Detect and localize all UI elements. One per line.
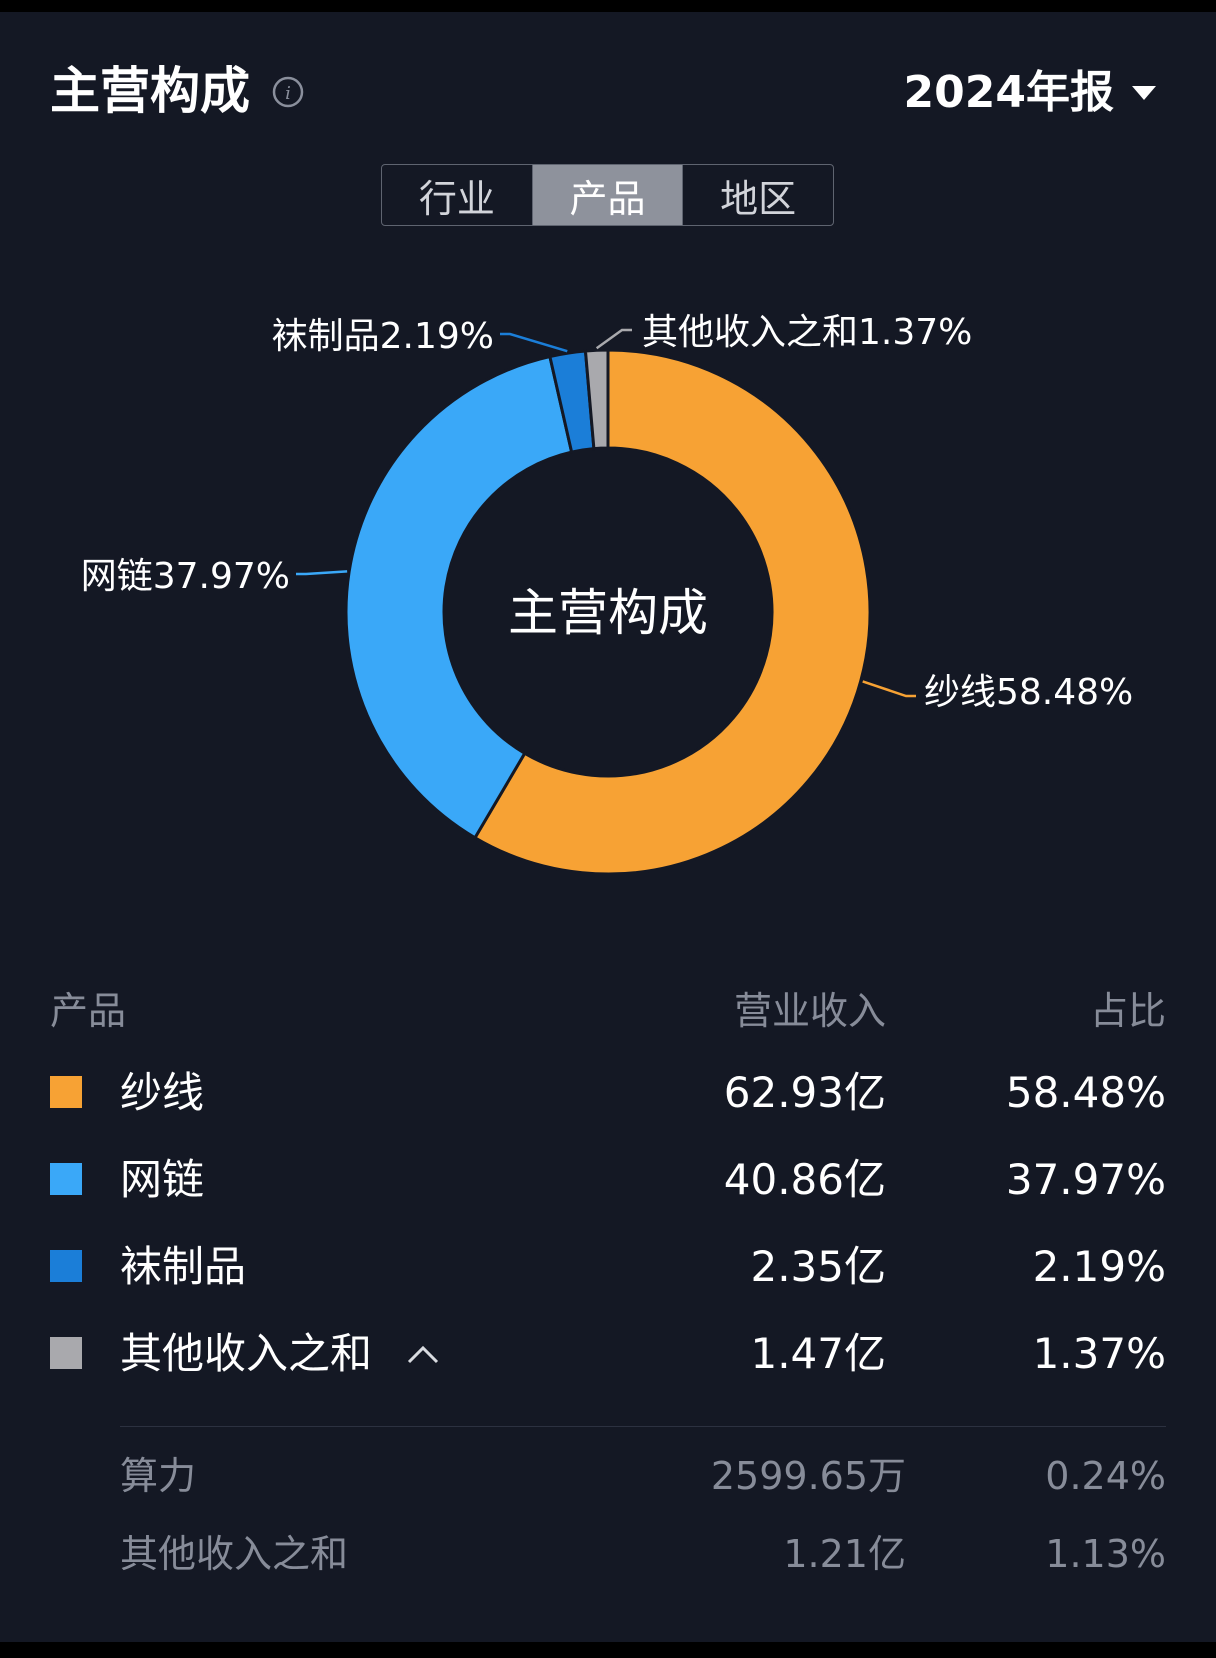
row-revenue: 1.47亿 (750, 1329, 886, 1378)
sub-row-name: 其他收入之和 (120, 1532, 349, 1576)
period-label: 2024年报 (903, 67, 1114, 118)
page-title: 主营构成 (50, 62, 250, 120)
color-swatch (50, 1250, 82, 1282)
pie-slice-mesh-chain[interactable] (344, 354, 574, 840)
divider (120, 1426, 1166, 1427)
color-swatch (50, 1337, 82, 1369)
leader-line-other-income (595, 328, 632, 350)
sub-row-share: 0.24% (1045, 1454, 1166, 1498)
row-share: 58.48% (1005, 1068, 1166, 1117)
table-row-expandable[interactable]: 其他收入之和 1.47亿 1.37% (0, 1323, 1216, 1383)
info-icon[interactable]: i (272, 76, 304, 108)
row-revenue: 40.86亿 (723, 1155, 886, 1204)
tab-region[interactable]: 地区 (682, 165, 833, 225)
row-name: 纱线 (120, 1068, 205, 1117)
row-name: 网链 (120, 1155, 205, 1204)
sub-row: 算力 2599.65万 0.24% (0, 1452, 1216, 1502)
color-swatch (50, 1076, 82, 1108)
sub-row-share: 1.13% (1045, 1532, 1166, 1576)
row-share: 1.37% (1032, 1329, 1166, 1378)
color-swatch (50, 1163, 82, 1195)
row-share: 37.97% (1005, 1155, 1166, 1204)
slice-label-other-income: 其他收入之和1.37% (642, 312, 972, 353)
main-composition-panel: 主营构成 i 2024年报 行业 产品 地区 纱线58.48% 网链37.97% 袜… (0, 12, 1216, 1642)
sub-row: 其他收入之和 1.21亿 1.13% (0, 1530, 1216, 1580)
sub-row-revenue: 2599.65万 (710, 1454, 906, 1498)
column-header-product: 产品 (50, 989, 127, 1033)
chart-center-label: 主营构成 (508, 584, 708, 642)
segment-tabs: 行业 产品 地区 (381, 164, 834, 226)
donut-chart: 纱线58.48% 网链37.97% 袜制品2.19% 其他收入之和1.37% 主营构成 (81, 312, 1133, 876)
row-name: 其他收入之和 (120, 1329, 373, 1378)
leader-line-mesh-chain (296, 570, 348, 576)
column-header-share: 占比 (1089, 989, 1166, 1033)
row-revenue: 62.93亿 (723, 1068, 886, 1117)
leader-line-socks (500, 332, 568, 353)
tab-industry[interactable]: 行业 (418, 176, 495, 221)
slice-label-mesh-chain: 网链37.97% (81, 556, 290, 597)
table-row[interactable]: 网链 40.86亿 37.97% (0, 1149, 1216, 1209)
pie-slice-other-income[interactable] (583, 348, 610, 451)
table-row[interactable]: 袜制品 2.35亿 2.19% (0, 1236, 1216, 1296)
row-share: 2.19% (1032, 1242, 1166, 1291)
row-revenue: 2.35亿 (750, 1242, 886, 1291)
caret-down-icon (1132, 86, 1156, 100)
chevron-up-icon[interactable] (406, 1343, 440, 1365)
sub-row-revenue: 1.21亿 (783, 1532, 906, 1576)
row-name: 袜制品 (120, 1242, 247, 1291)
column-header-revenue: 营业收入 (733, 989, 886, 1033)
svg-text:i: i (285, 83, 291, 104)
leader-line-yarn (862, 680, 916, 698)
tab-product[interactable]: 产品 (531, 165, 683, 225)
pie-slice-yarn[interactable] (472, 348, 872, 876)
period-selector[interactable]: 2024年报 (904, 68, 1156, 118)
sub-row-name: 算力 (120, 1454, 197, 1498)
slice-label-yarn: 纱线58.48% (924, 672, 1133, 713)
slice-label-socks: 袜制品2.19% (272, 316, 494, 357)
table-row[interactable]: 纱线 62.93亿 58.48% (0, 1062, 1216, 1122)
